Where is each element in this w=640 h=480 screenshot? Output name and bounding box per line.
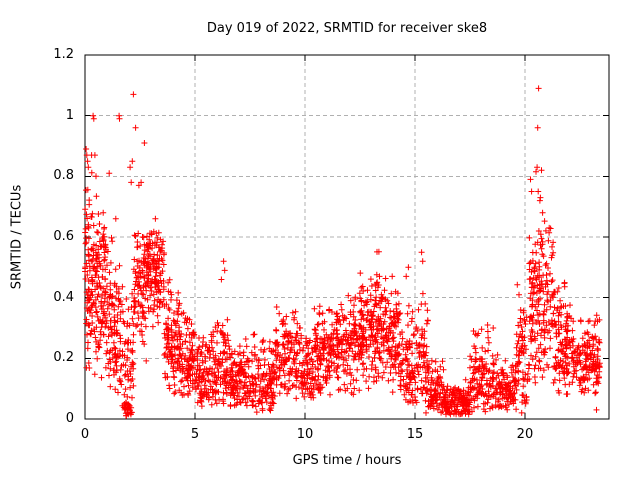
y-tick-label: 0	[65, 411, 74, 426]
y-tick-label: 0.8	[53, 168, 74, 184]
y-tick-label: 1	[65, 107, 74, 123]
x-tick-label: 15	[406, 427, 424, 442]
x-tick-label: 20	[516, 427, 534, 442]
x-tick-label: 0	[80, 427, 90, 442]
y-tick-label: 0.2	[53, 350, 74, 366]
y-tick-label: 0.6	[53, 229, 74, 244]
y-axis-label: SRMTID / TECUs	[9, 184, 25, 290]
chart-title: Day 019 of 2022, SRMTID for receiver ske…	[206, 21, 488, 36]
x-tick-label: 10	[296, 427, 314, 442]
y-tick-label: 1.2	[53, 47, 74, 62]
x-tick-label: 5	[190, 427, 200, 442]
y-tick-label: 0.4	[53, 289, 74, 305]
x-axis-label: GPS time / hours	[292, 453, 402, 468]
